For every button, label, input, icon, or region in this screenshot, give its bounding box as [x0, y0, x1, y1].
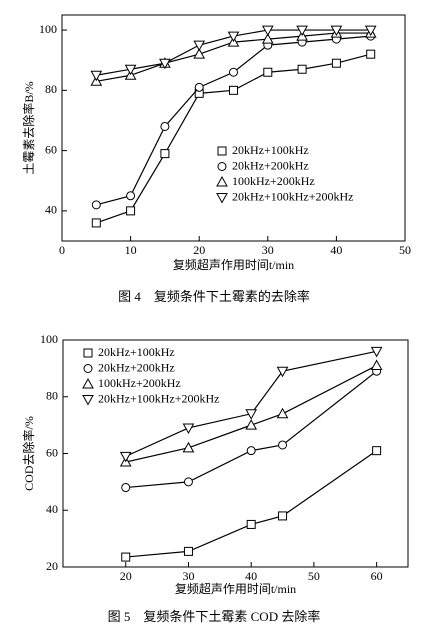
marker	[246, 446, 256, 456]
marker	[246, 519, 256, 529]
marker	[297, 64, 307, 74]
legend-marker	[217, 146, 227, 156]
marker	[159, 58, 171, 70]
marker	[183, 477, 193, 487]
y-tick-label: 80	[46, 389, 58, 403]
x-tick-label: 60	[371, 569, 383, 583]
y-tick-label: 100	[40, 332, 58, 346]
marker	[370, 346, 383, 358]
x-tick-label: 20	[120, 569, 132, 583]
legend-label: 20kHz+100kHz	[232, 143, 309, 157]
marker	[366, 49, 376, 59]
marker	[245, 419, 258, 430]
legend-marker	[216, 175, 228, 187]
legend-label: 20kHz+100kHz	[98, 345, 175, 359]
legend-label: 20kHz+200kHz	[232, 158, 309, 172]
marker	[160, 121, 170, 131]
marker	[372, 446, 382, 456]
y-tick-label: 40	[45, 203, 57, 217]
legend-label: 100kHz+200kHz	[98, 376, 181, 390]
marker	[278, 440, 288, 450]
marker	[121, 483, 131, 493]
y-tick-label: 20	[46, 559, 58, 573]
marker	[261, 33, 274, 44]
y-tick-label: 40	[46, 502, 58, 516]
legend-marker	[83, 348, 93, 358]
marker	[194, 82, 204, 92]
legend-marker	[83, 364, 93, 373]
x-axis-label: 复频超声作用时间t/min	[173, 257, 294, 272]
marker	[124, 64, 137, 76]
legend-label: 20kHz+200kHz	[98, 360, 175, 374]
y-axis-label: 土霉素去除率B/%	[21, 81, 36, 174]
marker	[261, 25, 274, 37]
figure-caption: 图 5 复频条件下土霉素 COD 去除率	[108, 609, 321, 624]
figure-caption: 图 4 复频条件下土霉素的去除率	[118, 289, 310, 304]
marker	[91, 218, 101, 228]
marker	[276, 366, 289, 378]
marker	[121, 552, 131, 562]
marker	[263, 67, 273, 77]
marker	[296, 25, 308, 37]
marker	[370, 359, 383, 371]
marker	[126, 191, 136, 201]
marker	[119, 451, 132, 463]
series-line	[125, 450, 377, 558]
x-tick-label: 10	[125, 243, 137, 257]
y-tick-label: 60	[45, 142, 57, 156]
legend-marker	[82, 377, 94, 389]
legend-label: 20kHz+100kHz+200kHz	[98, 391, 220, 405]
marker	[183, 546, 193, 556]
marker	[160, 149, 170, 159]
marker	[245, 409, 258, 420]
marker	[278, 511, 288, 521]
legend-label: 20kHz+100kHz+200kHz	[232, 189, 354, 203]
y-tick-label: 100	[39, 22, 57, 36]
y-axis-label: COD去除率/%	[21, 416, 36, 491]
marker	[229, 85, 238, 95]
legend-marker	[82, 395, 94, 406]
marker	[182, 441, 195, 453]
marker	[364, 25, 377, 37]
marker	[91, 200, 101, 210]
marker	[330, 25, 343, 37]
marker	[193, 40, 206, 52]
plot-frame	[61, 14, 406, 242]
x-tick-label: 50	[308, 569, 320, 583]
marker	[126, 206, 136, 216]
x-tick-label: 30	[262, 243, 274, 257]
x-tick-label: 20	[193, 243, 205, 257]
x-tick-label: 50	[399, 243, 411, 257]
legend-label: 100kHz+200kHz	[232, 174, 315, 188]
x-tick-label: 40	[245, 569, 257, 583]
marker	[331, 58, 341, 68]
marker	[193, 48, 206, 59]
marker	[227, 31, 240, 43]
marker	[182, 423, 195, 434]
y-tick-label: 60	[46, 445, 58, 459]
marker	[229, 67, 238, 77]
marker	[90, 70, 103, 82]
y-tick-label: 80	[45, 82, 57, 96]
x-tick-label: 40	[330, 243, 342, 257]
marker	[276, 407, 289, 419]
legend-marker	[217, 162, 227, 171]
legend-marker	[216, 193, 228, 204]
x-tick-label: 0	[59, 243, 65, 257]
x-tick-label: 30	[182, 569, 194, 583]
x-axis-label: 复频超声作用时间t/min	[175, 581, 296, 596]
